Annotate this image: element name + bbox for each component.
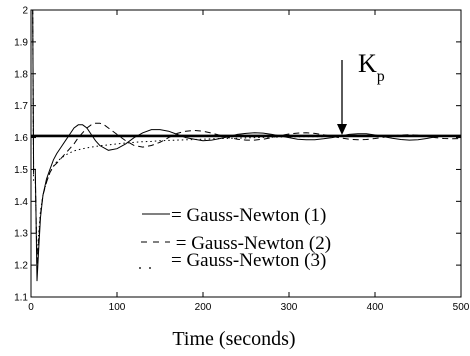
- x-tick-label: 500: [453, 302, 470, 313]
- plot-frame: [30, 9, 462, 298]
- y-tick-label: 2: [22, 6, 28, 17]
- y-tick-label: 1.2: [14, 261, 28, 272]
- y-tick-label: 1.7: [14, 101, 28, 112]
- y-tick-label: 1.8: [14, 69, 28, 80]
- x-tick-label: 0: [28, 302, 34, 313]
- kp-annotation: Kp: [337, 49, 385, 135]
- kp-annotation-subscript: p: [377, 68, 385, 85]
- y-tick-label: 1.4: [14, 197, 28, 208]
- y-tick-label: 1.5: [14, 165, 28, 176]
- y-tick-label: 1.6: [14, 133, 28, 144]
- tick-layer: 0 100 200 300 400 500 1.1 1.2 1.3 1.4 1.5 1.6 1.7 1.8…: [14, 6, 470, 314]
- series-line-solid: [31, 10, 461, 282]
- x-tick-label: 200: [195, 302, 212, 313]
- legend-text-dotted: = Gauss-Newton (3): [171, 250, 326, 271]
- y-tick-label: 1.1: [14, 293, 28, 304]
- x-tick-label: 300: [281, 302, 298, 313]
- series-line-dashed: [31, 10, 461, 266]
- legend: = Gauss-Newton (1) = Gauss-Newton (2) = …: [139, 205, 331, 271]
- x-tick-label: 400: [367, 302, 384, 313]
- kp-annotation-label: K: [358, 49, 377, 78]
- svg-text:Kp: Kp: [358, 49, 385, 85]
- series-layer: [31, 10, 461, 282]
- y-tick-label: 1.3: [14, 229, 28, 240]
- legend-text-solid: = Gauss-Newton (1): [171, 205, 326, 226]
- x-axis-label: Time (seconds): [172, 328, 295, 350]
- x-tick-label: 100: [109, 302, 126, 313]
- legend-text-dashed: = Gauss-Newton (2): [171, 233, 331, 254]
- kp-arrow-head: [337, 124, 347, 135]
- y-tick-label: 1.9: [14, 37, 28, 48]
